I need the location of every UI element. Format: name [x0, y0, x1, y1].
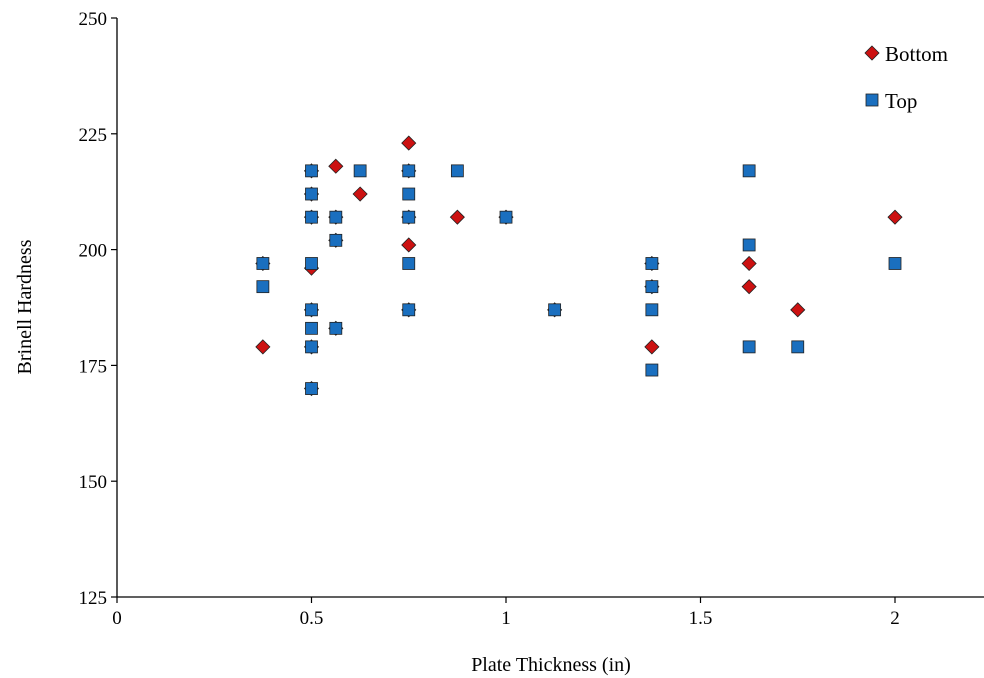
x-tick-label: 2: [890, 608, 900, 629]
top-point: [645, 257, 659, 270]
top-point: [305, 340, 318, 354]
ticks-group: [111, 17, 896, 603]
top-point: [742, 340, 756, 354]
y-axis-label: Brinell Hardness: [14, 239, 36, 374]
bottom-point: [352, 186, 368, 202]
top-point: [402, 257, 416, 270]
top-point: [645, 303, 659, 317]
top-point: [402, 187, 416, 201]
bottom-point: [255, 339, 271, 355]
top-point: [256, 280, 270, 294]
top-series: [256, 164, 902, 395]
bottom-point: [790, 302, 806, 318]
y-tick-label: 125: [79, 588, 108, 609]
bottom-point: [741, 279, 757, 295]
top-point: [305, 321, 318, 335]
x-tick-label: 0.5: [300, 608, 324, 629]
y-tick-label: 150: [79, 472, 108, 493]
legend-marker-bottom: [864, 45, 880, 61]
x-tick-label: 1: [501, 608, 511, 629]
top-point: [305, 187, 318, 201]
legend-item-top: Top: [865, 89, 917, 113]
bottom-point: [401, 135, 417, 151]
bottom-point: [449, 209, 465, 225]
top-point: [742, 164, 756, 178]
top-point: [402, 164, 416, 178]
y-tick-label: 175: [79, 356, 108, 377]
bottom-point: [644, 339, 660, 355]
top-point: [742, 238, 756, 252]
bottom-point: [741, 255, 757, 272]
top-point: [305, 382, 318, 395]
top-point: [888, 257, 902, 270]
legend-marker-top: [865, 93, 879, 107]
top-point: [402, 210, 416, 224]
top-point: [450, 164, 464, 178]
top-point: [548, 303, 562, 317]
top-point: [305, 303, 318, 317]
top-point: [499, 210, 513, 224]
legend: Bottom Top: [864, 42, 948, 113]
top-point: [256, 257, 270, 270]
legend-label-top: Top: [885, 89, 917, 113]
x-tick-label: 1.5: [689, 608, 713, 629]
y-tick-label: 250: [79, 9, 108, 30]
legend-label-bottom: Bottom: [885, 42, 948, 66]
y-tick-label: 225: [79, 125, 108, 146]
top-point: [353, 164, 367, 178]
top-point: [305, 210, 318, 224]
bottom-series: [255, 135, 903, 397]
top-point: [645, 363, 659, 377]
plot-area: 0 0.5 1 1.5 2 125 150 175 200 225 250: [79, 9, 984, 629]
top-point: [645, 280, 659, 294]
tick-labels-group: 0 0.5 1 1.5 2 125 150 175 200 225 250: [79, 9, 900, 629]
y-tick-label: 200: [79, 241, 108, 262]
top-point: [305, 257, 318, 270]
top-point: [791, 340, 805, 354]
bottom-point: [328, 158, 344, 174]
top-point: [329, 210, 343, 224]
bottom-point: [887, 209, 903, 225]
top-point: [305, 164, 318, 178]
top-point: [329, 321, 343, 335]
bottom-point: [401, 237, 417, 253]
top-point: [402, 303, 416, 317]
top-point: [329, 233, 343, 247]
x-tick-label: 0: [112, 608, 122, 629]
x-axis-label: Plate Thickness (in): [471, 654, 631, 676]
legend-item-bottom: Bottom: [864, 42, 948, 66]
